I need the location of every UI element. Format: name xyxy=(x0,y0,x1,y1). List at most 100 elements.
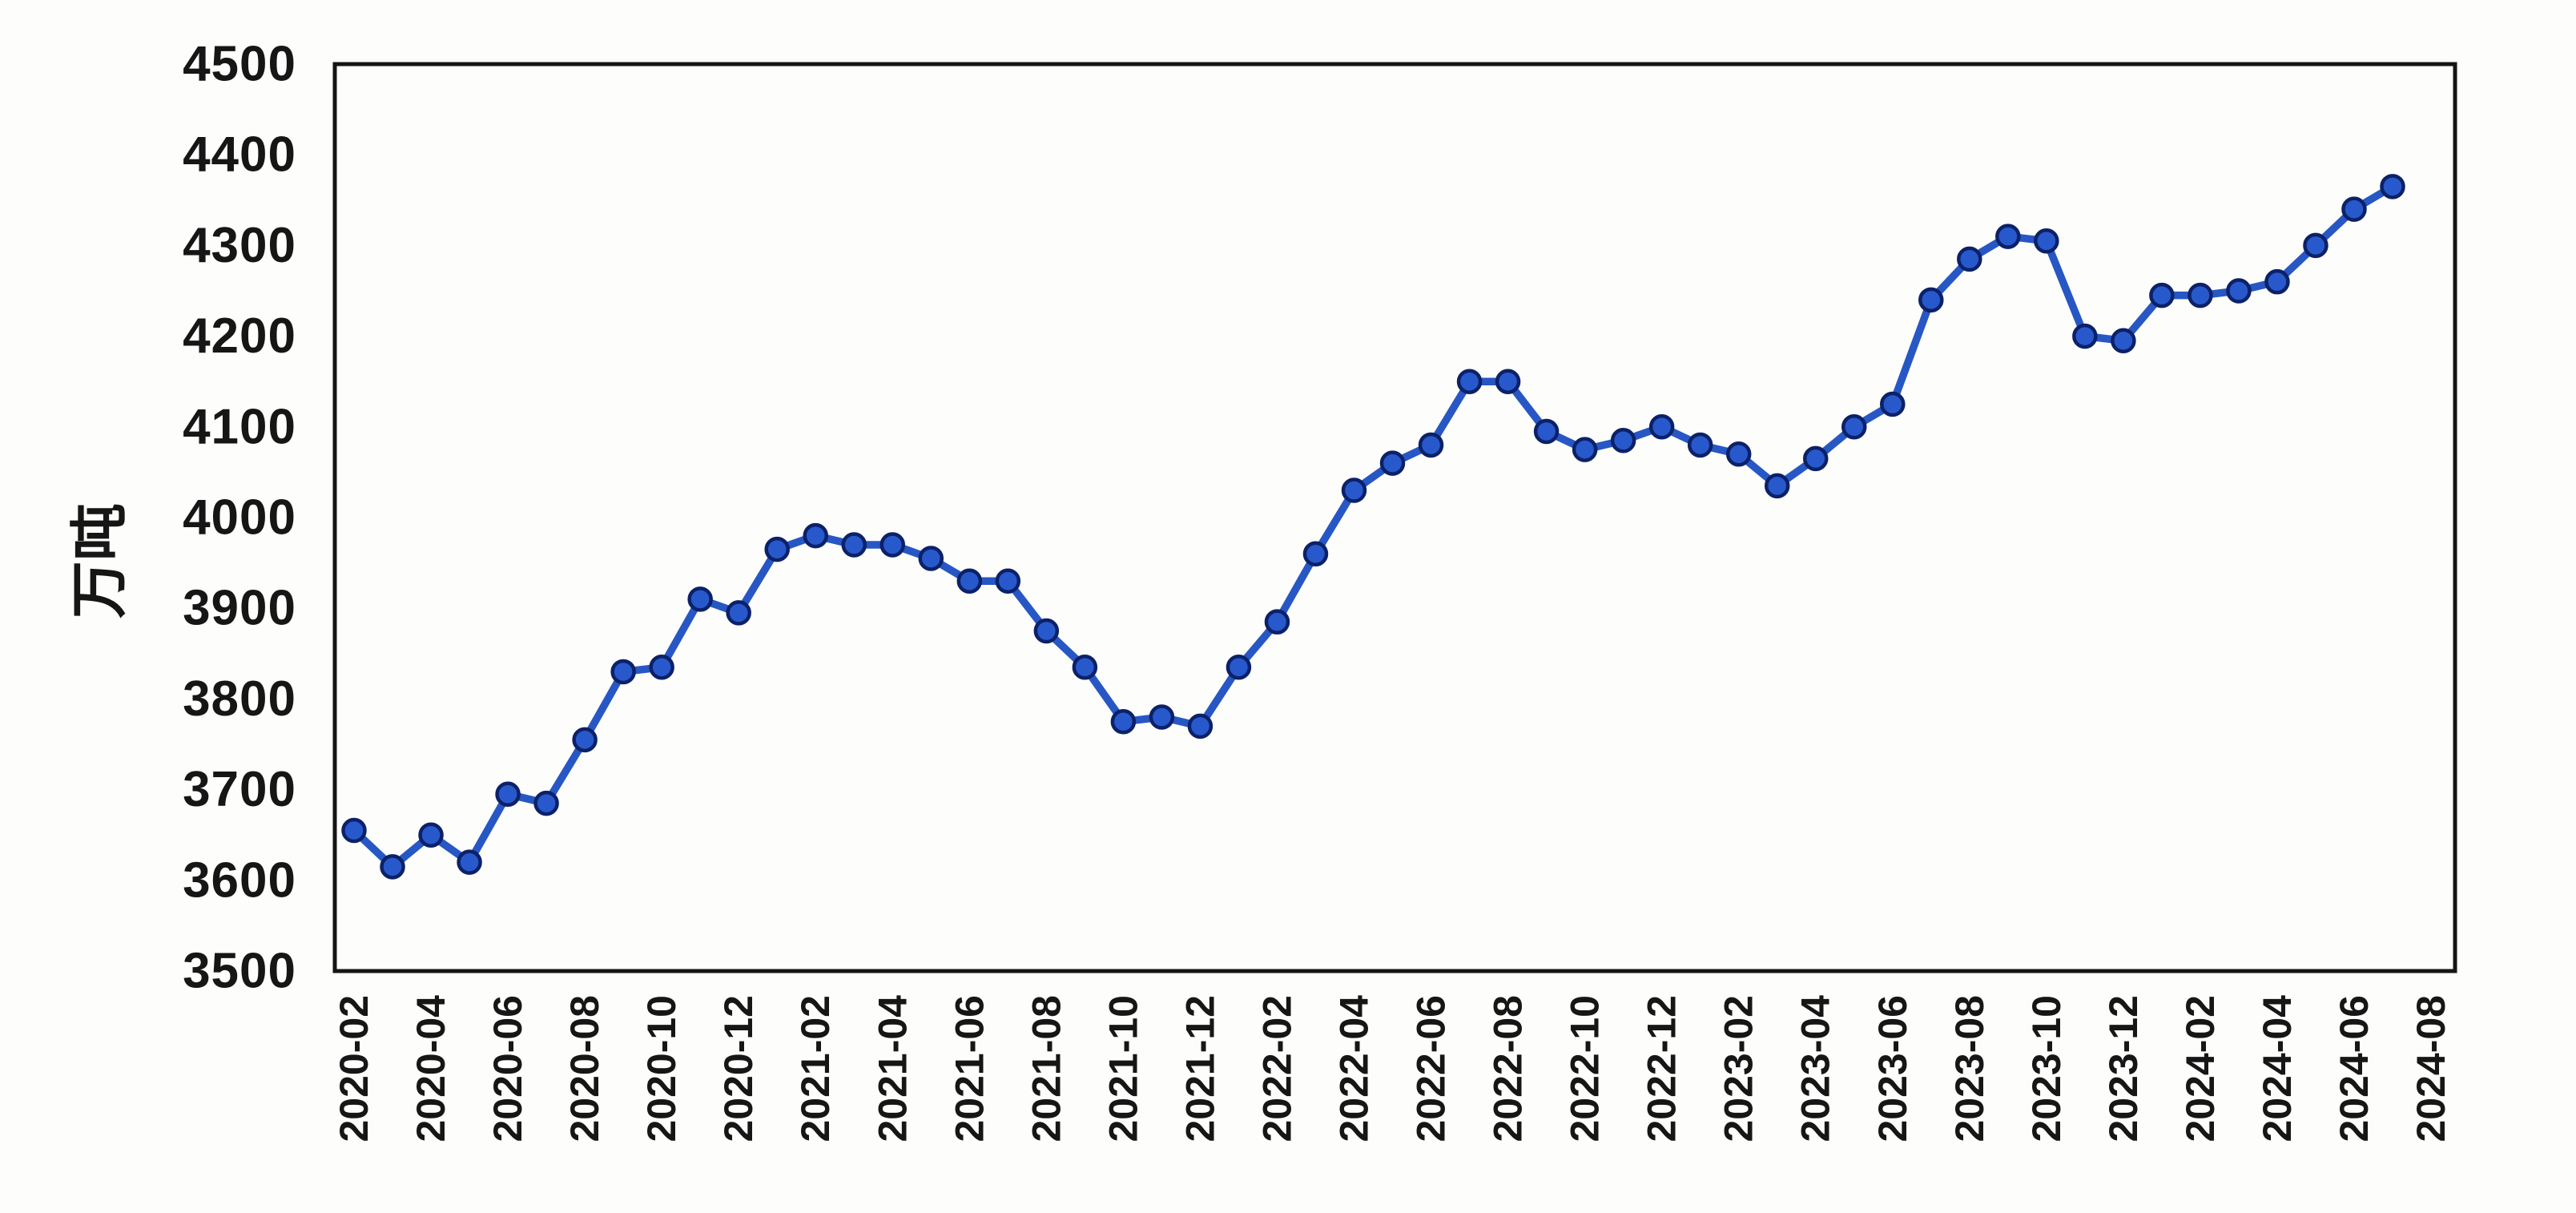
x-axis-tick-labels: 2020-02 2020-04 2020-06 2020-08 2020-10 2020-… xyxy=(332,995,2453,1142)
data-point xyxy=(1264,609,1290,635)
data-point xyxy=(2264,268,2290,295)
data-point xyxy=(1226,655,1252,680)
y-tick-label: 3700 xyxy=(183,762,296,817)
data-point xyxy=(495,781,521,808)
x-tick-label: 2022-06 xyxy=(1409,995,1454,1142)
x-tick-label: 2021-10 xyxy=(1101,995,1145,1142)
data-point xyxy=(1149,704,1175,730)
data-point xyxy=(1456,369,1483,394)
data-point xyxy=(610,659,636,685)
data-point xyxy=(1379,450,1406,476)
x-tick-label: 2020-06 xyxy=(485,995,530,1142)
x-tick-label: 2024-08 xyxy=(2409,995,2453,1142)
data-point xyxy=(1302,541,1329,567)
data-point xyxy=(1841,414,1867,440)
data-point xyxy=(1957,246,1982,272)
x-tick-label: 2023-08 xyxy=(1947,995,1992,1142)
x-tick-label: 2022-04 xyxy=(1331,995,1376,1142)
data-point xyxy=(2034,228,2059,254)
data-point xyxy=(533,790,559,816)
x-tick-label: 2021-06 xyxy=(947,995,992,1142)
x-tick-label: 2020-04 xyxy=(409,995,453,1142)
y-tick-label: 4000 xyxy=(183,490,296,546)
x-tick-label: 2022-10 xyxy=(1563,995,1608,1142)
data-point xyxy=(2380,174,2405,199)
y-tick-label: 3800 xyxy=(183,671,296,727)
y-tick-label: 4100 xyxy=(183,399,296,454)
data-point xyxy=(2341,196,2367,222)
data-point xyxy=(572,727,598,753)
data-point xyxy=(1572,437,1598,462)
x-tick-label: 2024-04 xyxy=(2255,995,2300,1142)
x-tick-label: 2024-06 xyxy=(2332,995,2377,1142)
y-tick-label: 3500 xyxy=(183,944,296,999)
x-tick-label: 2021-08 xyxy=(1024,995,1069,1142)
data-point xyxy=(418,822,444,848)
x-tick-label: 2020-12 xyxy=(716,995,761,1142)
x-tick-label: 2021-02 xyxy=(793,995,838,1142)
data-point xyxy=(1802,445,1829,472)
data-points xyxy=(341,174,2405,880)
data-point xyxy=(995,568,1021,594)
data-point xyxy=(1880,391,1906,417)
data-point xyxy=(1648,414,1675,440)
data-point xyxy=(687,586,713,612)
data-point xyxy=(649,655,674,680)
y-tick-label: 4200 xyxy=(183,308,296,364)
x-tick-label: 2024-02 xyxy=(2178,995,2223,1142)
y-axis-title: 万吨 xyxy=(68,503,132,619)
x-tick-label: 2021-04 xyxy=(870,995,915,1142)
data-point xyxy=(1995,224,2021,249)
data-point xyxy=(2149,282,2175,308)
y-tick-label: 3900 xyxy=(183,581,296,636)
data-point xyxy=(1687,432,1713,458)
x-tick-label: 2020-08 xyxy=(562,995,607,1142)
data-point xyxy=(1764,473,1790,499)
y-axis-tick-labels: 3500 3600 3700 3800 3900 4000 4100 4200 4300 4400… xyxy=(183,37,296,999)
y-tick-label: 4500 xyxy=(183,37,296,92)
x-tick-label: 2023-10 xyxy=(2024,995,2069,1142)
data-point xyxy=(1725,441,1752,467)
data-point xyxy=(341,817,367,844)
data-point xyxy=(1418,432,1444,458)
data-point xyxy=(726,600,751,626)
data-point xyxy=(956,568,983,594)
x-tick-label: 2021-12 xyxy=(1177,995,1222,1142)
data-point xyxy=(457,849,482,875)
data-point xyxy=(1033,618,1060,644)
data-point xyxy=(2188,282,2213,308)
data-point xyxy=(803,522,828,549)
data-point xyxy=(879,532,906,558)
x-tick-label: 2023-02 xyxy=(1717,995,1761,1142)
data-point xyxy=(1610,428,1636,453)
x-tick-label: 2023-06 xyxy=(1870,995,1915,1142)
data-point xyxy=(764,536,790,562)
y-tick-label: 4400 xyxy=(183,127,296,183)
data-point xyxy=(1495,369,1521,394)
x-tick-label: 2020-10 xyxy=(639,995,684,1142)
data-point xyxy=(918,546,944,571)
data-point xyxy=(2303,232,2328,259)
data-point xyxy=(1918,287,1944,313)
data-line xyxy=(350,183,2397,871)
y-tick-label: 3600 xyxy=(183,852,296,908)
data-point xyxy=(2226,278,2252,304)
data-point xyxy=(1187,713,1214,739)
data-point xyxy=(841,532,867,558)
data-point xyxy=(2072,323,2098,349)
x-tick-label: 2020-02 xyxy=(332,995,376,1142)
x-tick-label: 2022-02 xyxy=(1254,995,1299,1142)
y-tick-label: 4300 xyxy=(183,218,296,273)
x-tick-label: 2023-04 xyxy=(1793,995,1838,1142)
x-tick-label: 2022-08 xyxy=(1486,995,1531,1142)
data-point xyxy=(1110,708,1137,735)
data-point xyxy=(380,854,405,880)
data-point xyxy=(1072,655,1098,680)
data-point xyxy=(1341,478,1367,503)
data-point xyxy=(1533,418,1560,445)
x-tick-label: 2022-12 xyxy=(1640,995,1684,1142)
data-point xyxy=(2111,328,2136,354)
x-tick-label: 2023-12 xyxy=(2101,995,2146,1142)
